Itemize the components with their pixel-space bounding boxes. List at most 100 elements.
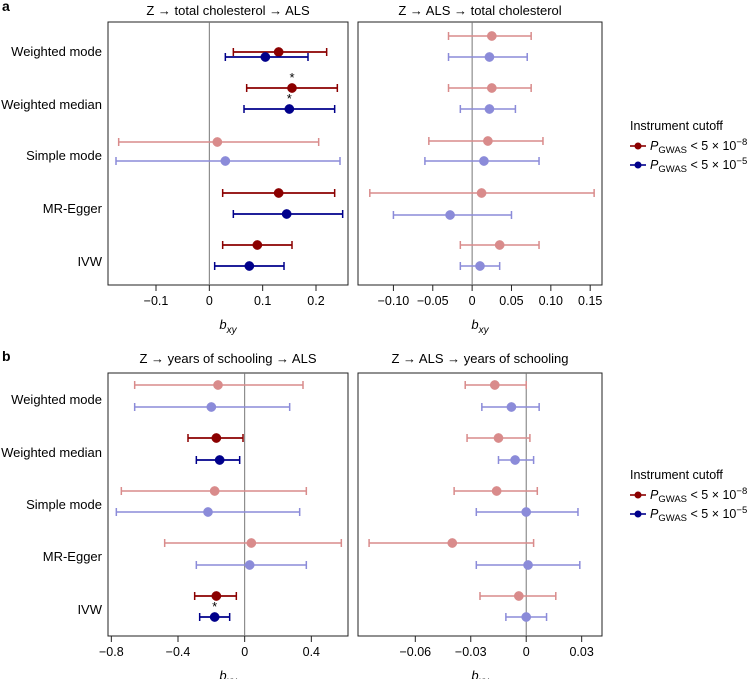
legend-marker xyxy=(634,510,642,518)
x-axis-label: bxy xyxy=(471,317,489,336)
significance-star: * xyxy=(212,599,217,614)
x-tick-label: 0.05 xyxy=(499,294,523,308)
point-estimate xyxy=(206,402,217,412)
x-tick-label: −0.05 xyxy=(417,294,449,308)
method-label: MR-Egger xyxy=(43,201,103,216)
point-estimate xyxy=(513,591,524,601)
plot-title: Z → total cholesterol → ALS xyxy=(146,3,310,18)
point-estimate xyxy=(510,455,520,465)
method-label: IVW xyxy=(77,602,102,617)
x-tick-label: 0 xyxy=(523,645,530,659)
x-tick-label: 0.10 xyxy=(539,294,563,308)
legend-marker xyxy=(634,491,642,499)
point-estimate xyxy=(493,433,504,443)
point-estimate xyxy=(209,486,220,496)
x-tick-label: 0 xyxy=(206,294,213,308)
point-estimate xyxy=(287,83,297,93)
point-estimate xyxy=(479,156,489,166)
x-tick-label: 0.2 xyxy=(307,294,324,308)
method-label: Simple mode xyxy=(26,148,102,163)
method-label: Simple mode xyxy=(26,497,102,512)
plot-frame xyxy=(107,21,349,286)
plot-title: Z → ALS → years of schooling xyxy=(391,351,568,366)
point-estimate xyxy=(273,47,284,57)
legend-item-label: PGWAS < 5 × 10−5 xyxy=(650,505,747,524)
legend-item-label: PGWAS < 5 × 10−5 xyxy=(650,156,747,175)
legend-item-label: PGWAS < 5 × 10−8 xyxy=(650,486,747,505)
x-tick-label: −0.8 xyxy=(99,645,124,659)
point-estimate xyxy=(281,209,292,219)
point-estimate xyxy=(244,261,255,271)
plot-frame xyxy=(107,372,349,637)
point-estimate xyxy=(212,137,223,147)
x-tick-label: −0.06 xyxy=(399,645,431,659)
point-estimate xyxy=(476,188,487,198)
point-estimate xyxy=(209,612,220,622)
x-tick-label: 0.03 xyxy=(569,645,593,659)
point-estimate xyxy=(203,507,213,517)
point-estimate xyxy=(246,538,257,548)
panel-label-b: b xyxy=(2,348,11,364)
point-estimate xyxy=(506,402,517,412)
point-estimate xyxy=(260,52,271,62)
point-estimate xyxy=(273,188,284,198)
x-axis-label: bxy xyxy=(219,668,237,679)
point-estimate xyxy=(486,31,497,41)
method-label: Weighted mode xyxy=(11,44,102,59)
point-estimate xyxy=(211,433,222,443)
point-estimate xyxy=(486,83,497,93)
plot-title: Z → ALS → total cholesterol xyxy=(398,3,561,18)
significance-star: * xyxy=(289,70,294,85)
x-tick-label: 0.1 xyxy=(254,294,271,308)
legend-title: Instrument cutoff xyxy=(630,468,723,482)
method-label: IVW xyxy=(77,254,102,269)
point-estimate xyxy=(491,486,502,496)
point-estimate xyxy=(521,507,532,517)
point-estimate xyxy=(244,560,255,570)
x-tick-label: −0.03 xyxy=(455,645,487,659)
x-tick-label: 0 xyxy=(241,645,248,659)
x-tick-label: 0 xyxy=(469,294,476,308)
forest-panel: Z → ALS → total cholesterol −0.10 −0.05 0 0.… xyxy=(357,3,603,336)
point-estimate xyxy=(489,380,500,390)
method-label: Weighted median xyxy=(1,445,102,460)
forest-panel: Z → years of schooling → ALS −0.8 −0.4 0 0.4… xyxy=(1,351,349,679)
forest-panel: Z → total cholesterol → ALS −0.1 0 0.1 0.2 bx… xyxy=(1,3,349,336)
x-axis-label: bxy xyxy=(471,668,489,679)
point-estimate xyxy=(447,538,458,548)
point-estimate xyxy=(284,104,295,114)
panel-label-a: a xyxy=(2,0,10,14)
x-tick-label: 0.4 xyxy=(303,645,320,659)
method-label: Weighted median xyxy=(1,97,102,112)
forest-panel: Z → ALS → years of schooling −0.06 −0.03 0 0… xyxy=(357,351,603,679)
x-tick-label: 0.15 xyxy=(578,294,602,308)
point-estimate xyxy=(483,136,493,146)
x-tick-label: −0.1 xyxy=(144,294,169,308)
x-axis-label: bxy xyxy=(219,317,237,336)
point-estimate xyxy=(445,210,455,220)
legend-marker xyxy=(634,142,642,150)
x-tick-label: −0.10 xyxy=(378,294,410,308)
point-estimate xyxy=(484,104,495,114)
method-label: MR-Egger xyxy=(43,549,103,564)
plot-frame xyxy=(357,21,603,286)
legend-item-label: PGWAS < 5 × 10−8 xyxy=(650,137,747,156)
x-tick-label: −0.4 xyxy=(166,645,191,659)
point-estimate xyxy=(213,380,223,390)
point-estimate xyxy=(484,52,495,62)
point-estimate xyxy=(214,455,225,465)
point-estimate xyxy=(475,261,485,271)
method-label: Weighted mode xyxy=(11,392,102,407)
point-estimate xyxy=(521,612,532,622)
legend-title: Instrument cutoff xyxy=(630,119,723,133)
point-estimate xyxy=(211,591,222,601)
point-estimate xyxy=(220,156,231,166)
point-estimate xyxy=(494,240,505,250)
point-estimate xyxy=(523,560,533,570)
significance-star: * xyxy=(287,91,292,106)
plot-title: Z → years of schooling → ALS xyxy=(139,351,316,366)
legend-marker xyxy=(634,161,642,169)
